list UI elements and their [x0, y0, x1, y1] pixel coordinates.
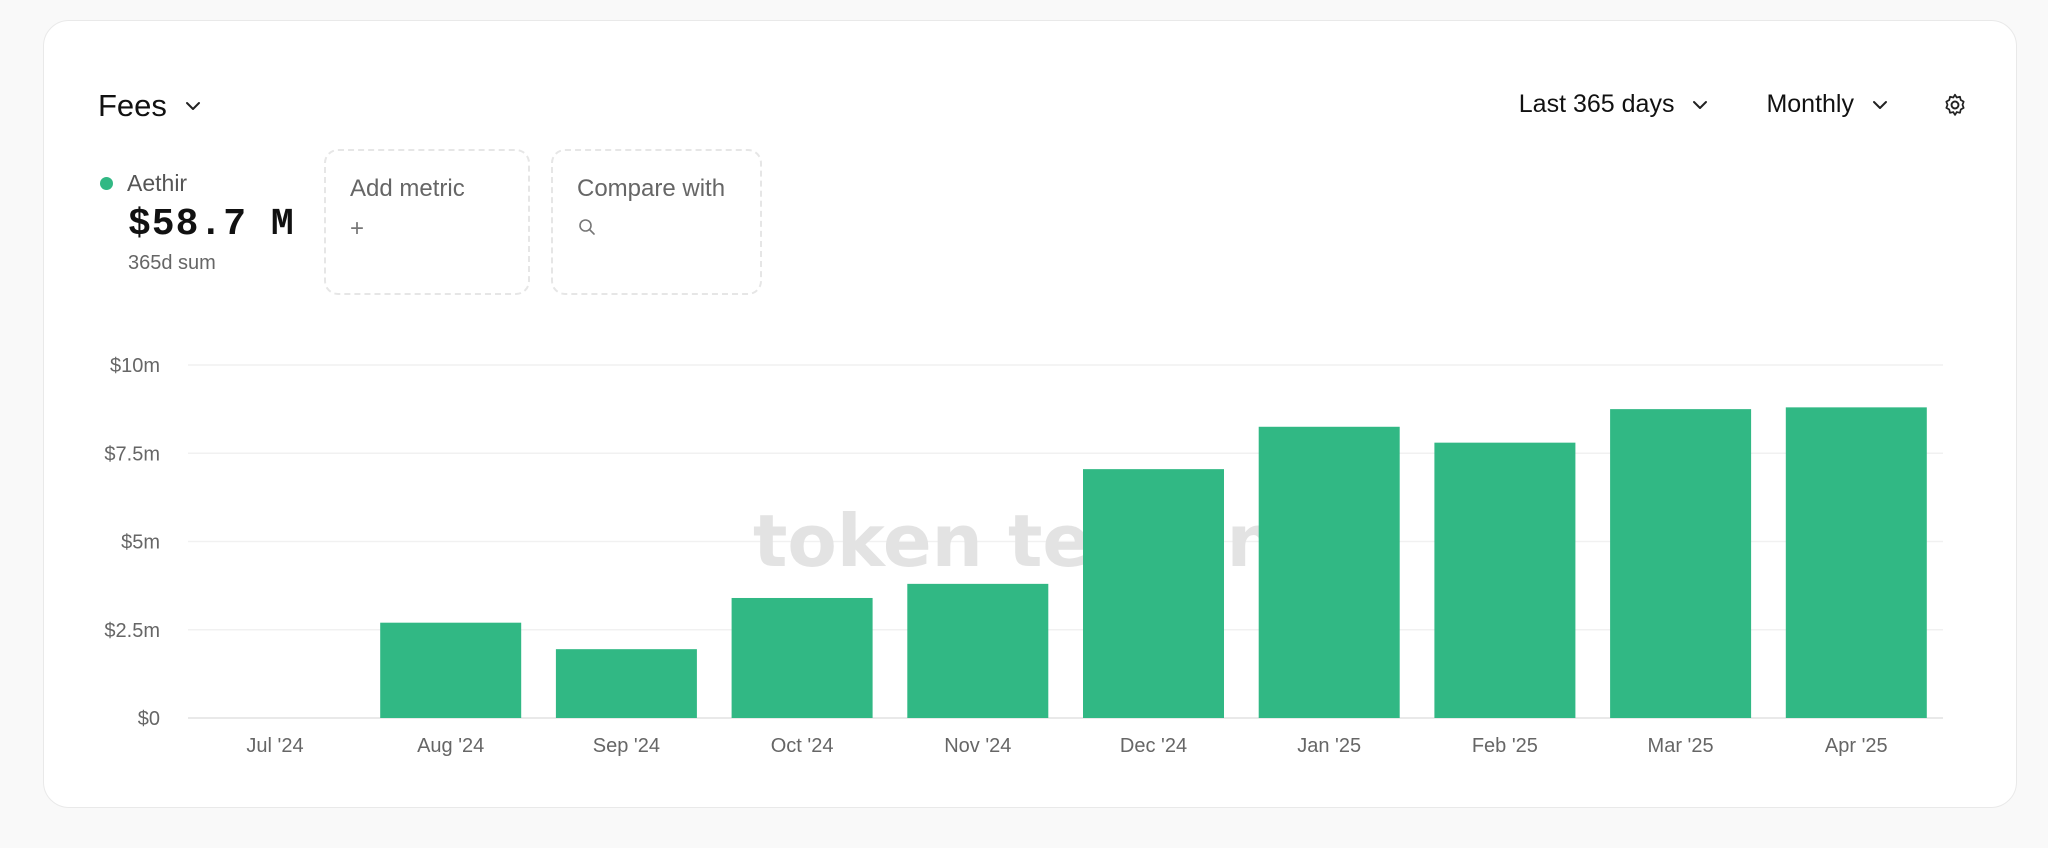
x-tick-label: Jul '24	[246, 735, 303, 757]
chart-controls: Last 365 days Monthly	[1463, 90, 1968, 119]
y-tick-label: $5m	[121, 532, 160, 554]
metric-title: Fees	[98, 88, 167, 123]
bar[interactable]	[380, 622, 522, 718]
granularity-label: Monthly	[1766, 90, 1854, 118]
search-icon	[577, 217, 736, 242]
y-tick-label: $10m	[110, 355, 160, 377]
chevron-down-icon	[1873, 100, 1887, 109]
bar[interactable]	[1785, 407, 1927, 718]
x-tick-label: Apr '25	[1825, 735, 1888, 757]
x-tick-label: Aug '24	[417, 735, 484, 757]
bar[interactable]	[1083, 469, 1224, 718]
x-tick-label: Jan '25	[1297, 735, 1361, 757]
compare-with-label: Compare with	[577, 175, 726, 202]
x-tick-label: Sep '24	[593, 735, 660, 757]
plus-icon: +	[350, 215, 365, 242]
add-metric-button[interactable]: Add metric +	[324, 149, 530, 295]
granularity-dropdown[interactable]: Monthly	[1766, 90, 1890, 119]
gear-icon[interactable]	[1942, 92, 1968, 118]
x-tick-label: Nov '24	[944, 735, 1011, 757]
series-color-dot	[100, 177, 113, 190]
bar[interactable]	[907, 583, 1049, 718]
x-tick-label: Feb '25	[1472, 735, 1538, 757]
total-value: $58.7 M	[128, 203, 295, 246]
bar[interactable]	[1610, 409, 1752, 718]
total-caption: 365d sum	[128, 252, 216, 274]
chevron-down-icon	[1693, 100, 1708, 109]
y-tick-label: $7.5m	[104, 443, 160, 465]
range-label: Last 365 days	[1518, 90, 1675, 118]
series-legend: Aethir $58.7 M 365d sum	[100, 170, 295, 275]
bar[interactable]	[1434, 442, 1576, 718]
range-dropdown[interactable]: Last 365 days	[1519, 90, 1711, 119]
x-tick-label: Mar '25	[1648, 735, 1714, 757]
bar[interactable]	[1258, 426, 1400, 718]
metric-dropdown[interactable]: Fees	[98, 88, 203, 124]
y-tick-label: $0	[138, 708, 160, 730]
x-tick-label: Oct '24	[771, 735, 834, 757]
project-name: Aethir	[127, 170, 188, 196]
x-tick-label: Dec '24	[1120, 735, 1187, 757]
compare-with-button[interactable]: Compare with	[551, 149, 762, 295]
bar[interactable]	[731, 597, 873, 718]
y-tick-label: $2.5m	[104, 620, 160, 642]
chevron-down-icon	[185, 102, 200, 110]
bar[interactable]	[555, 649, 697, 718]
add-metric-label: Add metric	[350, 175, 465, 202]
